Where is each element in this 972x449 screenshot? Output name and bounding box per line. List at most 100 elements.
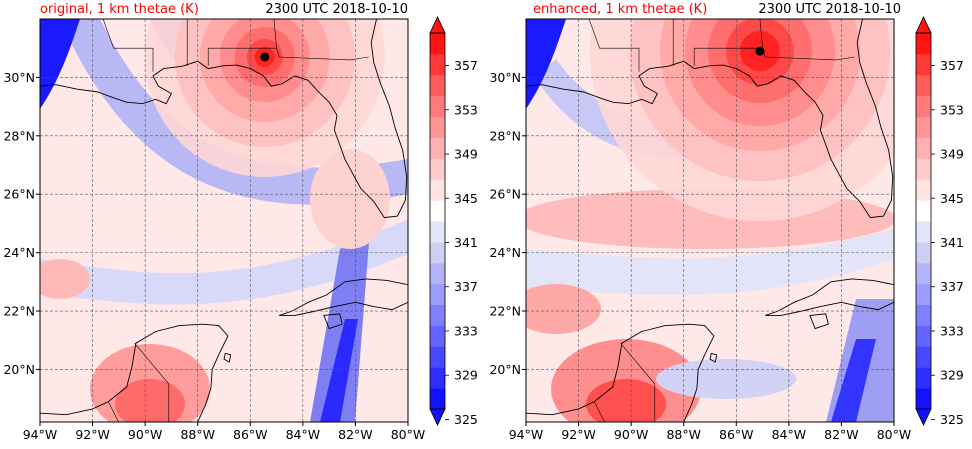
colorbar-segment [430, 95, 445, 118]
colorbar-tick-label: 345 [454, 191, 478, 206]
blue-streak-core [831, 339, 876, 422]
colorbar-segment [430, 158, 445, 180]
colorbar-segment [430, 325, 445, 347]
colorbar-extend-min [429, 408, 446, 426]
x-tick-label: 86°W [719, 427, 754, 442]
colorbar-segment [916, 221, 931, 243]
colorbar-extend-min [915, 408, 932, 426]
coastline-isla-juventud [323, 313, 343, 330]
y-tick-label: 24°N [3, 245, 35, 260]
colorbar-segment [430, 221, 445, 243]
colorbar-tick-label: 353 [454, 102, 478, 117]
gridlines [40, 19, 408, 422]
colorbar-tick-label: 333 [940, 323, 964, 338]
x-tick-label: 92°W [75, 427, 110, 442]
coastline-gulf [526, 19, 894, 219]
coastline-cuba [279, 278, 408, 316]
colorbar-segment [430, 137, 445, 159]
colorbar-segment [916, 241, 931, 264]
colorbar-segment [916, 325, 931, 347]
colorbar-segment [430, 388, 445, 410]
yucatan-warm-core [115, 379, 185, 422]
colorbar-tick-label: 337 [454, 279, 478, 294]
cold-air-corner [526, 19, 566, 109]
border-la-ms [588, 19, 640, 72]
y-tick-label: 30°N [489, 70, 521, 85]
map-frame [39, 18, 409, 423]
yucatan-warm-core [586, 379, 666, 422]
panel2-map: 94°W 92°W 90°W 88°W 86°W 84°W 82°W 80°W 20°N 22°N… [489, 16, 964, 442]
border-la-ms [102, 19, 154, 72]
y-tick-label: 24°N [489, 245, 521, 260]
panel1-title-left: original, 1 km thetae (K) [40, 2, 199, 17]
colorbar-segment [916, 179, 931, 201]
colorbar-segment [430, 241, 445, 264]
colorbar-segment [430, 346, 445, 368]
colorbar-segment [430, 53, 445, 76]
coastline-cuba [765, 278, 894, 316]
x-tick-label: 86°W [233, 427, 268, 442]
colorbar-tick-label: 329 [454, 368, 478, 383]
colorbar-segment [430, 367, 445, 389]
colorbar-frame [915, 32, 932, 410]
colorbar-segment [430, 304, 445, 326]
colorbar-segment [916, 388, 931, 410]
panel1-map: 94°W 92°W 90°W 88°W 86°W 84°W 82°W 80°W 20°N 22°N… [3, 16, 478, 442]
map-frame [525, 18, 895, 423]
y-tick-label: 20°N [3, 362, 35, 377]
west-warm-area [526, 284, 601, 334]
x-tick-label: 82°W [824, 427, 859, 442]
coastline-yucatan [526, 323, 715, 422]
storm-center-marker [260, 52, 270, 62]
colorbar-segment [916, 262, 931, 285]
border-fl-ga [276, 48, 369, 61]
colorbar-segment [916, 346, 931, 368]
colorbar-tick-label: 349 [940, 147, 964, 162]
blue-streak-core [320, 319, 358, 422]
x-tick-label: 92°W [561, 427, 596, 442]
colorbar-segment [916, 116, 931, 138]
x-tick-label: 88°W [180, 427, 215, 442]
x-tick-label: 94°W [23, 427, 58, 442]
caribbean-cool-area [656, 359, 796, 399]
thetae-field [40, 19, 408, 422]
coastline-isla-juventud [809, 313, 829, 330]
colorbar-tick-label: 341 [940, 235, 964, 250]
colorbar-tick-label: 325 [454, 412, 478, 427]
colorbar-tick-label: 333 [454, 323, 478, 338]
colorbar-tick-label: 341 [454, 235, 478, 250]
west-warm-area [40, 259, 90, 299]
colorbar-tick-label: 337 [940, 279, 964, 294]
gridlines [526, 19, 894, 422]
colorbar-segment [916, 95, 931, 118]
x-tick-label: 80°W [877, 427, 912, 442]
axis-labels: 94°W 92°W 90°W 88°W 86°W 84°W 82°W 80°W 20°N 22°N… [489, 70, 911, 442]
y-tick-label: 26°N [489, 187, 521, 202]
cold-air-corner [40, 19, 80, 109]
colorbar-tick-label: 357 [940, 58, 964, 73]
colorbar-segment [916, 53, 931, 76]
colorbar: 325 329 333 337 341 345 349 353 357 [429, 16, 478, 427]
colorbar-frame [429, 32, 446, 410]
y-tick-label: 28°N [489, 128, 521, 143]
y-tick-label: 28°N [3, 128, 35, 143]
panel2-title-left: enhanced, 1 km thetae (K) [533, 2, 708, 17]
blue-band-south [40, 219, 408, 305]
border-campeche-tabasco [594, 401, 605, 422]
colorbar-segment [430, 200, 445, 222]
colorbar-segment [916, 74, 931, 97]
thetae-field [526, 19, 894, 422]
blue-band-south [526, 229, 894, 296]
border-campeche-tabasco [108, 401, 119, 422]
border-al-fl-ga [693, 19, 763, 66]
border-fl-ga [762, 48, 855, 61]
coastline-gulf [40, 19, 408, 219]
x-tick-label: 82°W [338, 427, 373, 442]
florida-warm-area [310, 149, 390, 249]
colorbar-tick-label: 353 [940, 102, 964, 117]
border-yucatan-states [620, 343, 656, 422]
colorbar-segment [916, 367, 931, 389]
colorbar-segment [430, 283, 445, 306]
x-tick-label: 84°W [772, 427, 807, 442]
panel1-title-right: 2300 UTC 2018-10-10 [265, 2, 408, 17]
